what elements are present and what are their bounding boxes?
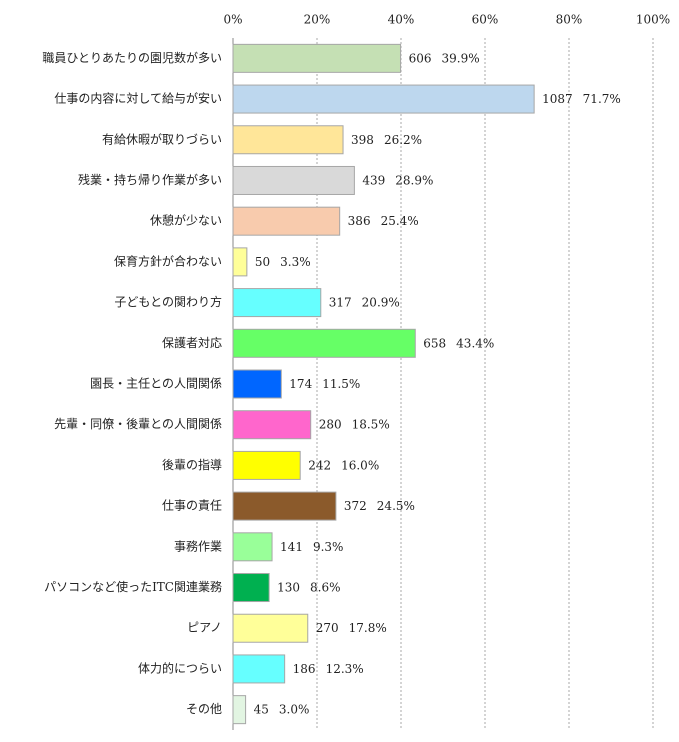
bar (232, 84, 535, 114)
category-label: 子どもとの関わり方 (114, 294, 222, 309)
count-label: 386 (348, 214, 371, 228)
category-label: その他 (186, 702, 222, 716)
count-label: 270 (316, 621, 339, 635)
count-label: 45 (254, 702, 269, 716)
data-label: 141 9.3% (280, 539, 343, 553)
percent-label: 3.0% (279, 702, 310, 716)
bar (232, 573, 270, 603)
data-label: 130 8.6% (277, 580, 340, 594)
count-label: 439 (362, 173, 385, 187)
percent-label: 9.3% (313, 539, 344, 553)
bar (232, 206, 341, 236)
percent-label: 20.9% (362, 295, 400, 309)
percent-label: 28.9% (395, 173, 433, 187)
x-tick-label: 60% (472, 13, 499, 27)
count-label: 174 (289, 377, 312, 391)
data-label: 242 16.0% (308, 458, 379, 472)
data-label: 606 39.9% (409, 51, 480, 65)
bar (232, 613, 309, 643)
category-label: 休憩が少ない (150, 213, 222, 228)
count-label: 186 (293, 661, 316, 675)
x-tick-label: 100% (636, 13, 670, 27)
category-label: 保護者対応 (162, 335, 222, 350)
category-label: 園長・主任との人間関係 (90, 377, 222, 391)
percent-label: 16.0% (341, 458, 379, 472)
category-label: パソコンなど使ったITC関連業務 (44, 579, 222, 594)
data-label: 658 43.4% (423, 336, 494, 350)
category-label: ピアノ (187, 621, 222, 635)
category-label: 後輩の指導 (162, 457, 222, 472)
bar (232, 654, 286, 684)
count-label: 280 (319, 417, 342, 431)
count-label: 130 (277, 580, 300, 594)
bar (232, 695, 247, 725)
bar (232, 450, 301, 480)
percent-label: 71.7% (583, 92, 621, 106)
percent-label: 8.6% (310, 580, 341, 594)
percent-label: 25.4% (381, 214, 419, 228)
bar (232, 125, 344, 155)
data-label: 386 25.4% (348, 214, 419, 228)
percent-label: 17.8% (349, 621, 387, 635)
category-label: 体力的につらい (138, 660, 222, 675)
category-label: 保育方針が合わない (114, 253, 222, 268)
count-label: 398 (351, 132, 374, 146)
category-label: 有給休暇が取りづらい (102, 131, 222, 146)
bar (232, 328, 416, 358)
count-label: 658 (423, 336, 446, 350)
data-label: 186 12.3% (293, 661, 364, 675)
x-tick-label: 0% (223, 13, 242, 27)
data-label: 317 20.9% (329, 295, 400, 309)
category-label: 仕事の内容に対して給与が安い (54, 91, 222, 106)
bar (232, 165, 355, 195)
percent-label: 11.5% (322, 377, 360, 391)
x-tick-label: 20% (304, 13, 331, 27)
data-label: 45 3.0% (254, 702, 310, 716)
percent-label: 24.5% (377, 499, 415, 513)
count-label: 372 (344, 499, 367, 513)
percent-label: 26.2% (384, 132, 422, 146)
count-label: 242 (308, 458, 331, 472)
count-label: 141 (280, 539, 303, 553)
category-label: 仕事の責任 (162, 499, 222, 513)
percent-label: 3.3% (280, 254, 311, 268)
bar (232, 491, 337, 521)
count-label: 317 (329, 295, 352, 309)
bar (232, 288, 322, 318)
category-label: 先輩・同僚・後輩との人間関係 (54, 416, 222, 431)
data-label: 50 3.3% (255, 254, 311, 268)
data-label: 439 28.9% (362, 173, 433, 187)
percent-label: 43.4% (456, 336, 494, 350)
count-label: 50 (255, 254, 270, 268)
data-label: 398 26.2% (351, 132, 422, 146)
category-label: 事務作業 (174, 539, 222, 553)
data-label: 372 24.5% (344, 499, 415, 513)
bar (232, 369, 282, 399)
category-label: 職員ひとりあたりの園児数が多い (42, 50, 222, 65)
category-label: 残業・持ち帰り作業が多い (78, 172, 222, 187)
bar (232, 532, 273, 562)
bar (232, 43, 402, 73)
bar (232, 410, 312, 440)
percent-label: 18.5% (352, 417, 390, 431)
percent-label: 39.9% (441, 51, 479, 65)
data-label: 280 18.5% (319, 417, 390, 431)
count-label: 1087 (542, 92, 573, 106)
percent-label: 12.3% (326, 661, 364, 675)
count-label: 606 (409, 51, 432, 65)
data-label: 270 17.8% (316, 621, 387, 635)
data-label: 1087 71.7% (542, 92, 621, 106)
x-tick-label: 80% (556, 13, 583, 27)
data-label: 174 11.5% (289, 377, 360, 391)
bar (232, 247, 248, 277)
x-tick-label: 40% (388, 13, 415, 27)
